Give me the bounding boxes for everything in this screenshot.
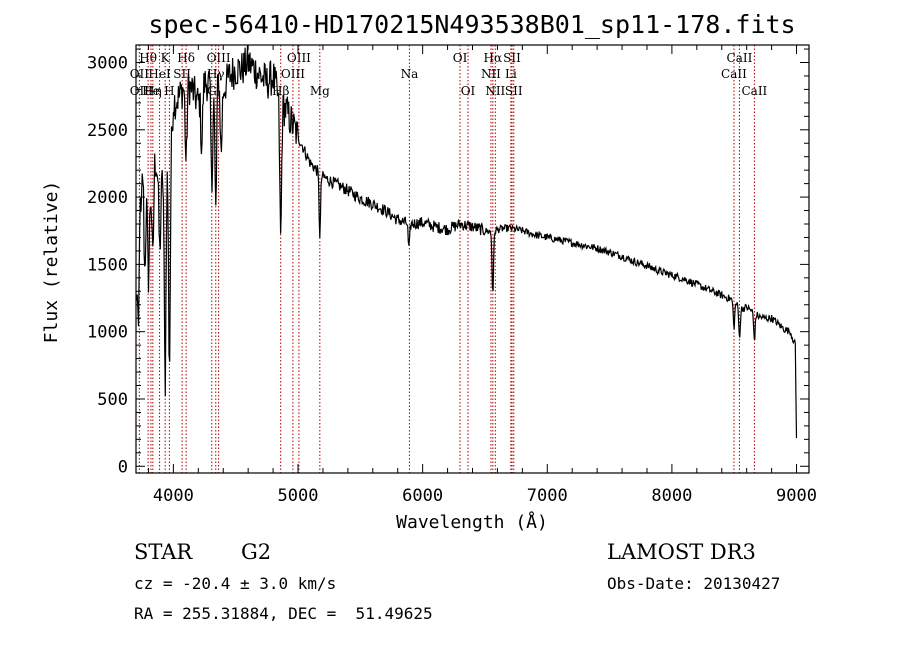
- line-label: SII: [503, 51, 521, 65]
- line-label: Hθ: [139, 51, 157, 65]
- line-label: CaII: [741, 84, 767, 98]
- line-label: NII: [481, 67, 501, 81]
- coordinates: RA = 255.31884, DEC = 51.49625: [134, 604, 433, 623]
- line-label: Hδ: [177, 51, 195, 65]
- object-class: STAR: [134, 540, 193, 564]
- spectral-subclass: G2: [241, 540, 272, 564]
- x-tick-label: 8000: [651, 486, 692, 506]
- line-label: HeI: [148, 67, 171, 81]
- x-tick-label: 6000: [402, 486, 443, 506]
- line-markers: [138, 45, 755, 473]
- line-label: SII: [505, 84, 523, 98]
- y-tick-label: 1500: [87, 255, 128, 275]
- line-label: He: [142, 84, 160, 98]
- line-label: OII: [130, 67, 150, 81]
- y-tick-label: 0: [118, 457, 128, 477]
- line-label: OII: [130, 84, 150, 98]
- x-tick-label: 9000: [776, 486, 817, 506]
- line-label: Li: [505, 67, 517, 81]
- line-label: Hβ: [272, 84, 289, 98]
- line-label: OI: [461, 84, 476, 98]
- y-tick-label: 2000: [87, 188, 128, 208]
- line-label: G: [207, 84, 217, 98]
- y-tick-label: 2500: [87, 121, 128, 141]
- line-label: Na: [401, 67, 419, 81]
- plot-frame: [135, 44, 810, 474]
- survey-name: LAMOST DR3: [607, 540, 756, 564]
- x-axis: 4000 5000 6000 7000 8000 9000: [147, 45, 817, 506]
- x-tick-label: 7000: [527, 486, 568, 506]
- x-axis-label: Wavelength (Å): [396, 511, 548, 533]
- y-tick-label: 3000: [87, 53, 128, 73]
- line-label: NII: [485, 84, 505, 98]
- spectrum-line: [135, 45, 798, 439]
- line-label: SII: [173, 67, 191, 81]
- line-label: OIII: [281, 67, 305, 81]
- line-label: Hα: [484, 51, 503, 65]
- line-label: H: [164, 84, 174, 98]
- y-axis-label: Flux (relative): [41, 181, 62, 344]
- x-tick-label: 5000: [278, 486, 319, 506]
- y-tick-label: 1000: [87, 323, 128, 343]
- line-label: OIII: [287, 51, 311, 65]
- line-label: OIII: [207, 51, 231, 65]
- obs-date: Obs-Date: 20130427: [607, 574, 781, 593]
- line-label: CaII: [727, 51, 753, 65]
- line-label: Hη: [144, 84, 162, 98]
- chart-title: spec-56410-HD170215N493538B01_sp11-178.f…: [148, 10, 795, 39]
- line-label: CaII: [721, 67, 747, 81]
- line-label: Mg: [310, 84, 330, 98]
- line-label: OI: [453, 51, 468, 65]
- y-tick-label: 500: [97, 390, 128, 410]
- x-tick-label: 4000: [153, 486, 194, 506]
- line-label: Hγ: [207, 67, 225, 81]
- redshift-cz: cz = -20.4 ± 3.0 km/s: [134, 574, 337, 593]
- line-label: K: [161, 51, 171, 65]
- y-axis: 0 500 1000 1500 2000 2500 3000: [87, 48, 809, 477]
